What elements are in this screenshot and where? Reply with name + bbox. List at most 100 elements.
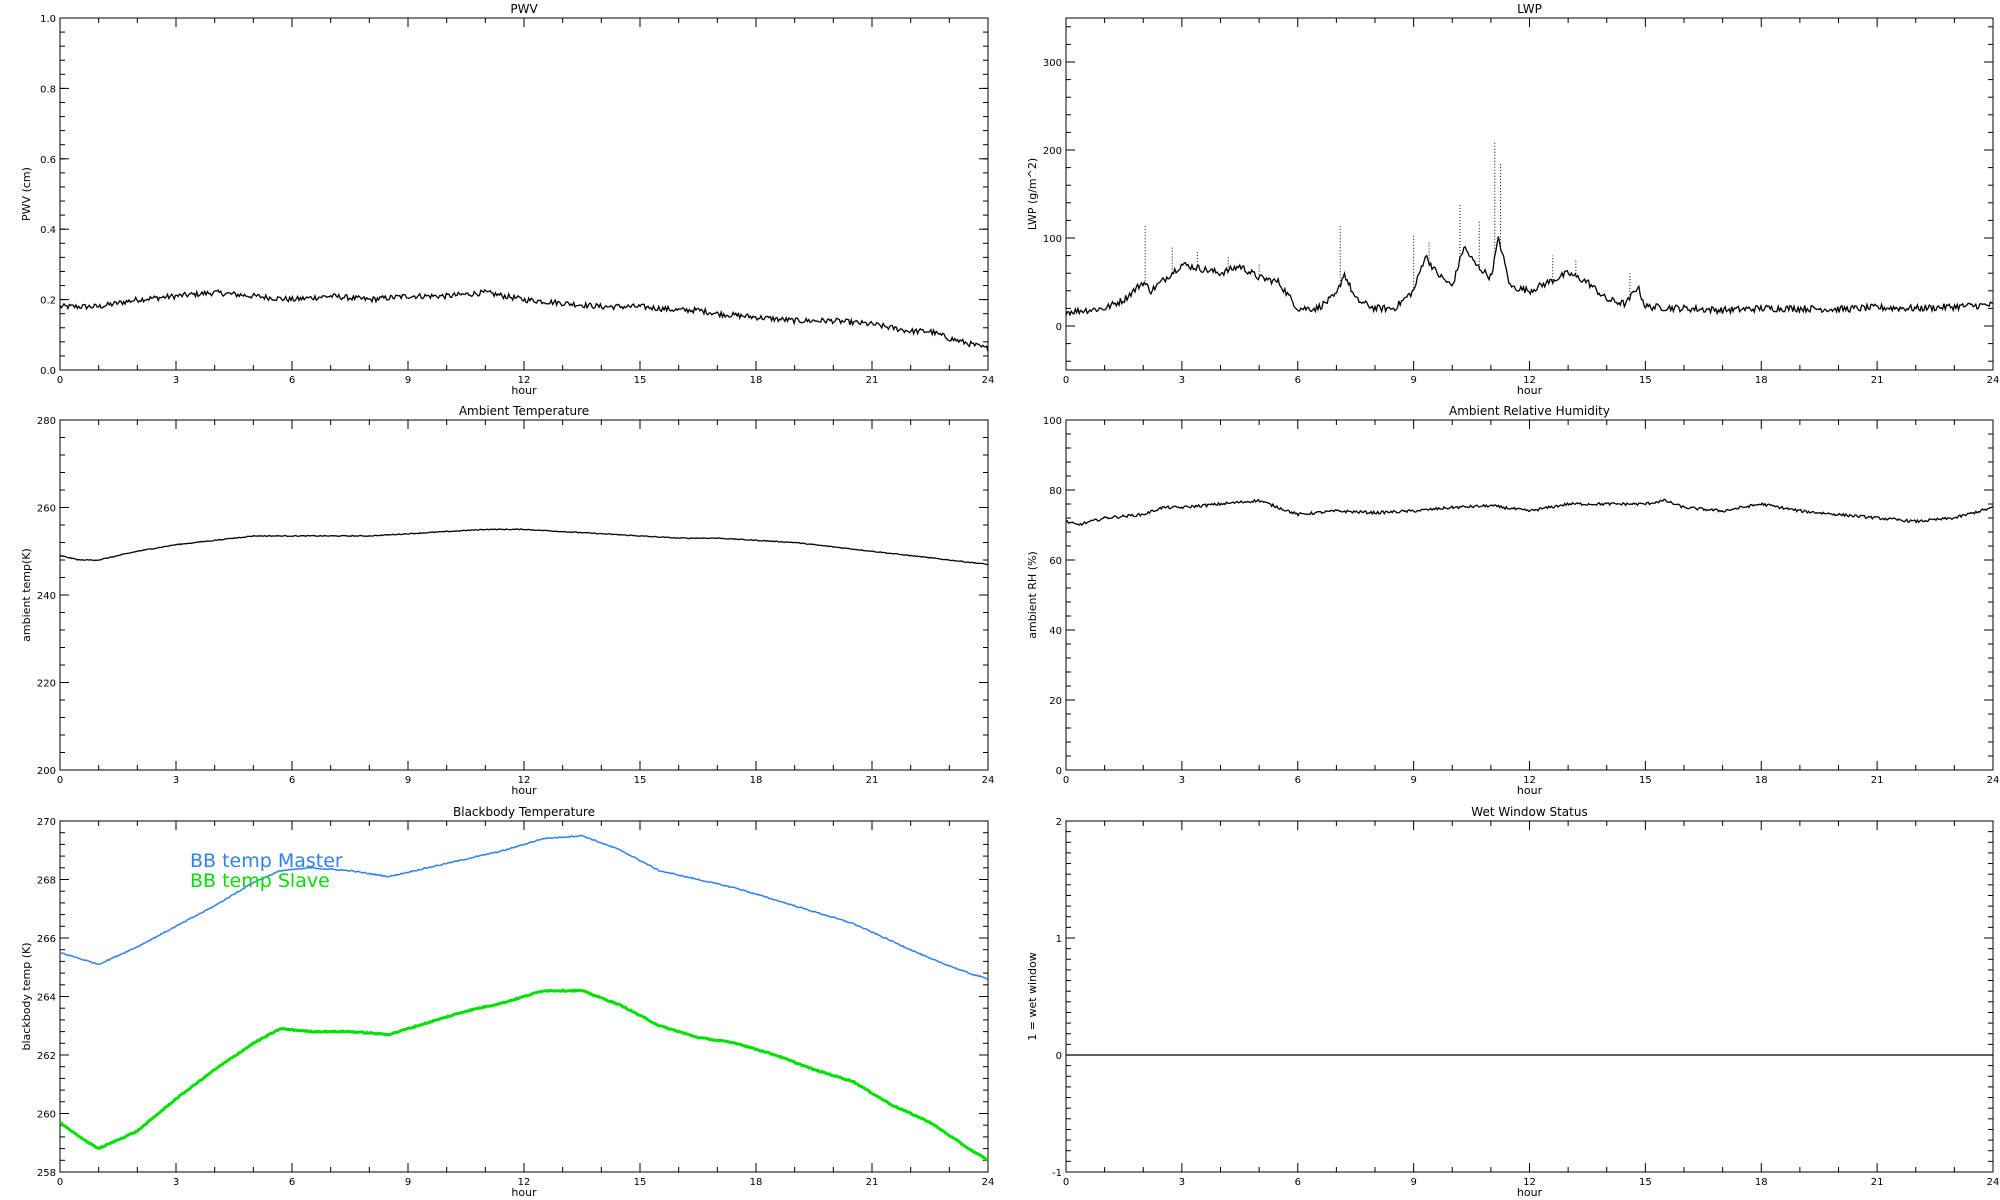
panel-4: Blackbody Temperature 0 3 6 9 12 15 18 21 24 hour 2… — [20, 805, 994, 1199]
x-tick-label: 18 — [1755, 775, 1768, 786]
series-line-0 — [1065, 498, 1994, 527]
plot-frame — [59, 419, 989, 771]
panel-2: Ambient Temperature 0 3 6 9 12 15 18 21 24 hour 200… — [20, 404, 994, 797]
x-axis-label: hour — [511, 1186, 537, 1199]
y-axis-label: LWP (g/m^2) — [1026, 158, 1039, 230]
x-tick-label: 3 — [1179, 775, 1185, 786]
x-tick-label: 9 — [1410, 1177, 1416, 1188]
x-tick-label: 3 — [173, 375, 179, 386]
series-line-0 — [59, 528, 989, 566]
y-tick-label: 262 — [37, 1051, 56, 1062]
x-axis-label: hour — [1517, 1186, 1543, 1199]
x-tick-label: 21 — [1871, 775, 1884, 786]
y-tick-label: 1.0 — [40, 14, 56, 25]
y-tick-label: 0.2 — [40, 296, 56, 307]
x-tick-label: 3 — [173, 775, 179, 786]
x-axis-label: hour — [1517, 384, 1543, 397]
series-line-0 — [1065, 236, 1993, 317]
x-axis-label: hour — [511, 384, 537, 397]
x-tick-label: 18 — [1755, 1177, 1768, 1188]
x-tick-label: 9 — [1410, 775, 1416, 786]
x-tick-label: 3 — [1179, 375, 1185, 386]
y-tick-label: 100 — [1043, 416, 1062, 427]
y-tick-label: 0 — [1056, 1051, 1062, 1062]
x-tick-label: 12 — [1523, 1177, 1536, 1188]
y-tick-label: 1 — [1056, 934, 1062, 945]
x-tick-label: 15 — [1639, 775, 1652, 786]
y-axis-label: ambient temp(K) — [20, 548, 33, 642]
panel-title: Wet Window Status — [1471, 805, 1587, 819]
x-tick-label: 6 — [289, 1177, 295, 1188]
x-tick-label: 18 — [750, 375, 763, 386]
y-axis-label: blackbody temp (K) — [20, 943, 33, 1051]
x-tick-label: 24 — [1987, 1177, 2000, 1188]
y-tick-label: 0.8 — [40, 84, 56, 95]
series-line-0 — [59, 288, 989, 352]
x-tick-label: 0 — [1063, 1177, 1069, 1188]
x-tick-label: 24 — [1987, 775, 2000, 786]
x-axis-label: hour — [1517, 784, 1543, 797]
y-tick-label: 2 — [1056, 817, 1062, 828]
y-tick-label: 0.6 — [40, 155, 56, 166]
panel-title: Blackbody Temperature — [453, 805, 595, 819]
x-tick-label: 24 — [982, 375, 995, 386]
y-tick-label: 20 — [1049, 696, 1062, 707]
plot-frame — [1065, 17, 1994, 371]
x-tick-label: 12 — [1523, 775, 1536, 786]
plot-frame — [59, 17, 989, 371]
x-tick-label: 12 — [518, 1177, 531, 1188]
panel-1: LWP 0 3 6 9 12 15 18 21 24 hour 0 100 200 300 LWP (g/m^… — [1026, 2, 1999, 397]
y-tick-label: 0.4 — [40, 225, 56, 236]
y-axis-label: 1 = wet window — [1026, 952, 1039, 1041]
y-tick-label: 266 — [37, 934, 56, 945]
x-tick-label: 21 — [1871, 1177, 1884, 1188]
x-tick-label: 3 — [173, 1177, 179, 1188]
plot-frame — [1065, 820, 1994, 1173]
x-tick-label: 6 — [289, 375, 295, 386]
x-tick-label: 18 — [1755, 375, 1768, 386]
y-tick-label: 264 — [37, 993, 56, 1004]
x-tick-label: 21 — [866, 1177, 879, 1188]
x-tick-label: 12 — [518, 375, 531, 386]
x-tick-label: 15 — [634, 1177, 647, 1188]
x-tick-label: 6 — [1295, 1177, 1301, 1188]
x-tick-label: 12 — [1523, 375, 1536, 386]
x-tick-label: 18 — [750, 775, 763, 786]
x-tick-label: 9 — [405, 775, 411, 786]
x-tick-label: 9 — [405, 1177, 411, 1188]
x-tick-label: 24 — [1987, 375, 2000, 386]
y-tick-label: 60 — [1049, 556, 1062, 567]
panel-title: PWV — [510, 2, 538, 16]
plot-frame — [1065, 419, 1994, 771]
legend-entry-0: BB temp Master — [190, 850, 343, 872]
panel-title: Ambient Relative Humidity — [1449, 404, 1610, 418]
x-tick-label: 0 — [57, 775, 63, 786]
legend-entry-1: BB temp Slave — [190, 870, 330, 892]
y-tick-label: 0.0 — [40, 366, 56, 377]
x-tick-label: 0 — [1063, 375, 1069, 386]
y-tick-label: 258 — [37, 1168, 56, 1179]
y-tick-label: 270 — [37, 817, 56, 828]
panel-0: PWV 0 3 6 9 12 15 18 21 24 hour 0.0 0.2 0.4 0.6 0.8 1.0 P… — [20, 2, 994, 397]
x-tick-label: 9 — [405, 375, 411, 386]
x-tick-label: 15 — [1639, 1177, 1652, 1188]
x-tick-label: 21 — [1871, 375, 1884, 386]
x-tick-label: 15 — [1639, 375, 1652, 386]
x-tick-label: 21 — [866, 775, 879, 786]
x-tick-label: 6 — [289, 775, 295, 786]
y-tick-label: 240 — [37, 591, 56, 602]
x-tick-label: 6 — [1295, 775, 1301, 786]
x-tick-label: 0 — [57, 1177, 63, 1188]
y-tick-label: 300 — [1043, 58, 1062, 69]
y-tick-label: 220 — [37, 679, 56, 690]
x-tick-label: 24 — [982, 775, 995, 786]
y-tick-label: 80 — [1049, 486, 1062, 497]
series-line-0 — [59, 834, 989, 981]
y-axis-label: ambient RH (%) — [1026, 551, 1039, 639]
series-line-1 — [59, 988, 990, 1162]
x-tick-label: 15 — [634, 375, 647, 386]
y-tick-label: 200 — [37, 766, 56, 777]
y-tick-label: 0 — [1056, 322, 1062, 333]
